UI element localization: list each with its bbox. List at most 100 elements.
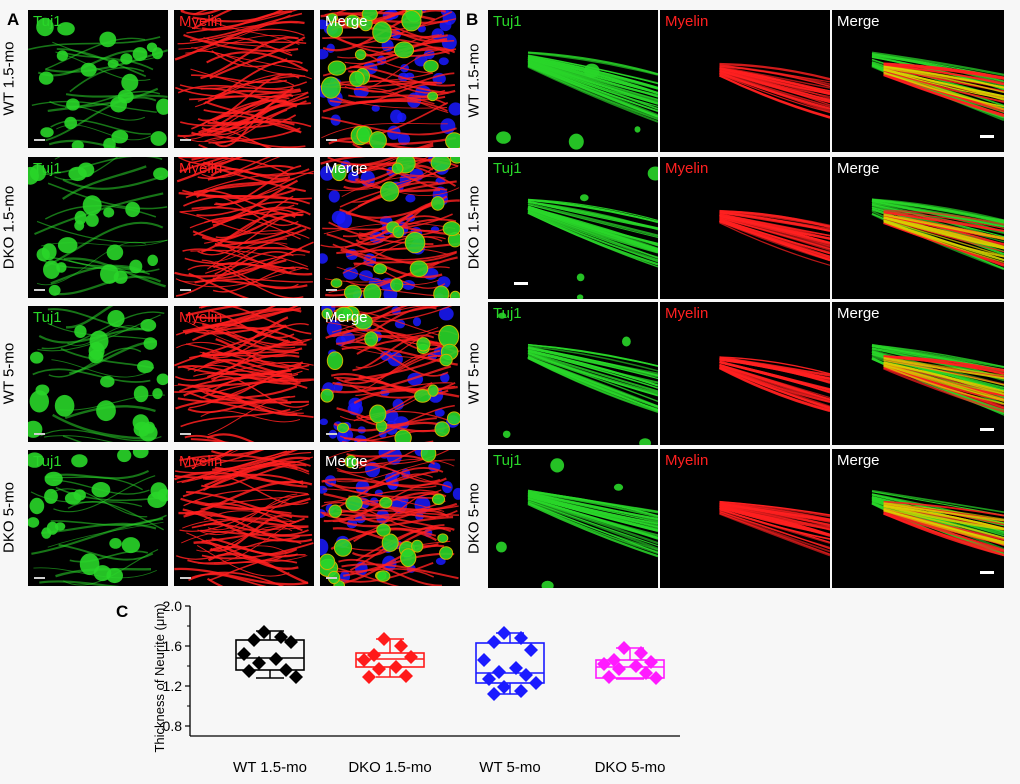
panel-b-channel-label: Merge (837, 305, 880, 322)
box-iqr (235, 639, 305, 671)
data-point (404, 650, 418, 664)
panel-a-channel-label: Myelin (179, 160, 223, 177)
scale-bar (180, 139, 191, 141)
panel-b-tile-dko-5mo-merge: Merge (832, 449, 1004, 588)
data-point (477, 653, 491, 667)
y-tick-label: 2.0 (163, 598, 183, 614)
y-tick-label: 1.6 (163, 638, 183, 654)
neurite-thickness-boxplot: 0.8 1.2 1.6 2.0 WT 1.5-mo DKO 1.5-mo WT 5-mo DK… (152, 598, 680, 776)
panel-a-row-label-wt-1-5mo: WT 1.5-mo (0, 41, 18, 116)
y-axis-label: Thickness of Neurite (μm) (152, 603, 167, 752)
data-point (482, 672, 496, 686)
panel-a-tile-wt-5mo-merge: Merge (320, 306, 460, 442)
panel-b-channel-label: Myelin (665, 160, 709, 177)
scale-bar (326, 139, 337, 141)
data-point (394, 639, 408, 653)
panel-b-tile-wt-5mo-tuj1: Tuj1 (488, 302, 658, 445)
panel-b-channel-label: Myelin (665, 452, 709, 469)
data-point (242, 664, 256, 678)
panel-a-channel-label: Myelin (179, 309, 223, 326)
data-point (389, 660, 403, 674)
scale-bar (34, 289, 45, 291)
data-point (237, 647, 251, 661)
data-point (497, 680, 511, 694)
panel-a-channel-label: Tuj1 (33, 453, 62, 470)
data-point (377, 632, 391, 646)
data-point (612, 662, 626, 676)
data-point (274, 630, 288, 644)
panel-b-row-label-dko-5mo: DKO 5-mo (465, 482, 483, 554)
x-tick-label: DKO 5-mo (595, 759, 666, 776)
panel-a-row-label-dko-1-5mo: DKO 1.5-mo (0, 185, 18, 269)
panel-a-tile-wt-5mo-myelin: Myelin (174, 306, 314, 442)
panel-a-channel-label: Merge (325, 160, 368, 177)
scale-bar (326, 289, 337, 291)
panel-b-channel-label: Tuj1 (493, 13, 522, 30)
panel-b-row-label-wt-5mo: WT 5-mo (465, 342, 483, 404)
panel-a-channel-label: Merge (325, 309, 368, 326)
panel-b-channel-label: Merge (837, 13, 880, 30)
box-dko-5-mo (595, 641, 665, 685)
panel-a-tile-dko-1-5mo-merge: Merge (320, 157, 460, 298)
x-tick-label: DKO 1.5-mo (348, 759, 431, 776)
data-point (644, 655, 658, 669)
panel-letter-c: C (116, 602, 129, 621)
box-iqr (475, 642, 545, 684)
data-point (269, 652, 283, 666)
panel-b-tile-dko-5mo-myelin: Myelin (660, 449, 830, 588)
panel-a-tile-dko-1-5mo-tuj1: Tuj1 (28, 157, 168, 298)
panel-a-row-label-dko-5mo: DKO 5-mo (0, 482, 18, 553)
panel-a-channel-label: Myelin (179, 453, 223, 470)
panel-b-tile-dko-1-5mo-merge: Merge (832, 157, 1004, 299)
data-point (279, 663, 293, 677)
data-point (367, 648, 381, 662)
scale-bar (980, 135, 994, 138)
panel-a-channel-label: Merge (325, 453, 368, 470)
panel-b-channel-label: Merge (837, 452, 880, 469)
panel-b-channel-label: Tuj1 (493, 305, 522, 322)
panel-b-channel-label: Myelin (665, 13, 709, 30)
data-point (514, 684, 528, 698)
scale-bar (326, 577, 337, 579)
panel-a-tile-dko-5mo-myelin: Myelin (174, 450, 314, 586)
panel-b-tile-dko-5mo-tuj1: Tuj1 (488, 449, 658, 588)
scale-bar (180, 289, 191, 291)
data-point (629, 659, 643, 673)
scale-bar (180, 577, 191, 579)
panel-b-channel-label: Myelin (665, 305, 709, 322)
panel-b-tile-wt-1-5mo-myelin: Myelin (660, 10, 830, 152)
data-point (509, 661, 523, 675)
panel-letter-a: A (7, 10, 20, 29)
panel-b-tile-wt-5mo-merge: Merge (832, 302, 1004, 445)
data-point (514, 631, 528, 645)
y-tick-label: 0.8 (163, 718, 183, 734)
scale-bar (34, 577, 45, 579)
panel-b-tile-wt-5mo-myelin: Myelin (660, 302, 830, 445)
panel-b-row-label-dko-1-5mo: DKO 1.5-mo (465, 185, 483, 270)
panel-a-channel-label: Tuj1 (33, 309, 62, 326)
panel-a-tile-wt-5mo-tuj1: Tuj1 (28, 306, 168, 442)
panel-b-channel-label: Merge (837, 160, 880, 177)
box-wt-1-5-mo (235, 625, 305, 684)
panel-a-tile-dko-1-5mo-myelin: Myelin (174, 157, 314, 298)
x-tick-label: WT 5-mo (479, 759, 540, 776)
scale-bar (980, 571, 994, 574)
data-point (634, 646, 648, 660)
data-point (372, 662, 386, 676)
data-point (602, 670, 616, 684)
data-point (649, 671, 663, 685)
data-point (492, 665, 506, 679)
data-point (617, 641, 631, 655)
data-point (519, 668, 533, 682)
data-point (524, 643, 538, 657)
box-dko-1-5-mo (355, 632, 425, 684)
scale-bar (34, 139, 45, 141)
panel-b-tile-dko-1-5mo-myelin: Myelin (660, 157, 830, 299)
data-point (597, 657, 611, 671)
box-wt-5-mo (475, 626, 545, 701)
panel-a-tile-wt-1-5mo-myelin: Myelin (174, 10, 314, 148)
panel-a-channel-label: Tuj1 (33, 160, 62, 177)
data-point (487, 635, 501, 649)
data-point (284, 635, 298, 649)
data-point (289, 670, 303, 684)
